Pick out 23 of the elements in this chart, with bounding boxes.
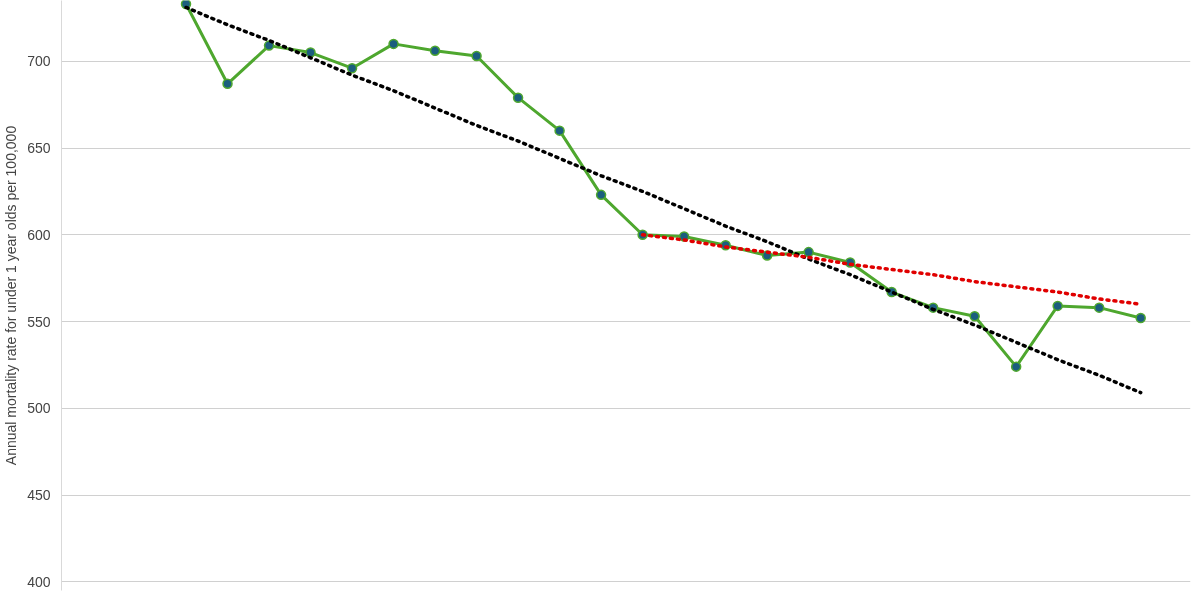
point xyxy=(1135,312,1146,324)
point xyxy=(595,189,607,201)
point xyxy=(388,38,399,50)
point xyxy=(222,78,233,90)
y-tick-label: 650 xyxy=(27,140,51,156)
y-tick-label: 600 xyxy=(27,226,51,243)
y-tick-label: 700 xyxy=(27,53,51,70)
point xyxy=(512,92,524,103)
point xyxy=(429,45,441,57)
point xyxy=(346,62,358,74)
point xyxy=(471,50,482,62)
y-tick-label: 500 xyxy=(27,400,51,417)
y-tick-label: 450 xyxy=(27,487,51,504)
y-axis-title: Annual mortality rate for under 1 year olds per 100,000 xyxy=(3,125,20,466)
y-tick-label: 550 xyxy=(27,313,51,330)
point xyxy=(803,246,814,258)
point xyxy=(1093,302,1105,313)
point xyxy=(554,125,565,136)
point xyxy=(1052,300,1063,312)
point xyxy=(305,47,316,58)
point xyxy=(969,311,980,322)
y-tick-label: 400 xyxy=(27,573,51,590)
point xyxy=(1010,361,1022,372)
